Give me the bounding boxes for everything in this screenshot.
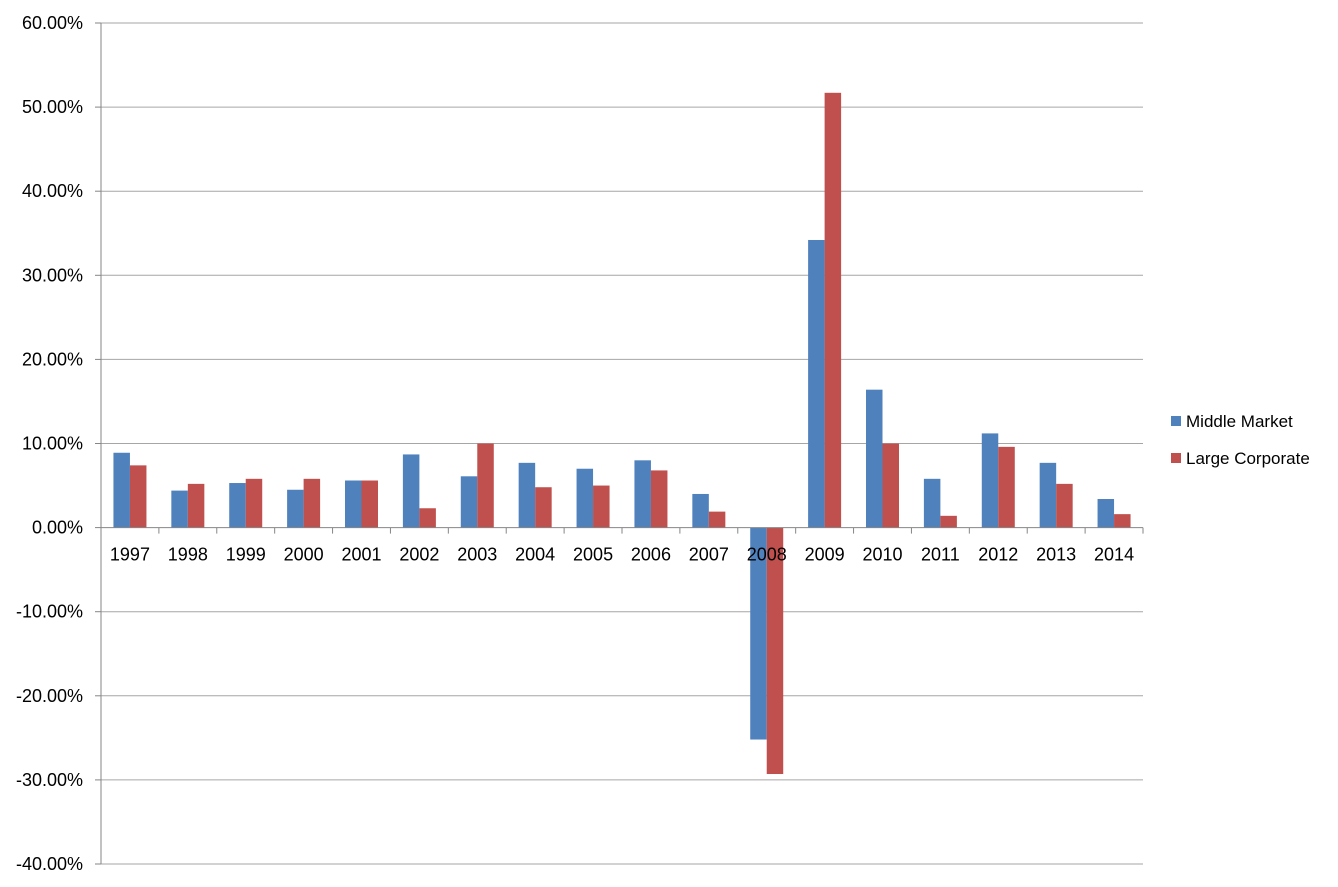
y-tick-label: 60.00% [22,13,83,33]
bar-middle-market-2013 [1039,462,1057,528]
y-tick-label: 30.00% [22,265,83,285]
y-tick-label: -40.00% [16,854,83,874]
y-tick-label: -10.00% [16,602,83,622]
y-tick-label: 10.00% [22,434,83,454]
x-tick-label: 2009 [805,545,845,565]
bar-large-corporate-2003 [477,443,494,528]
bar-large-corporate-2009 [824,92,842,528]
y-tick-label: 0.00% [32,518,83,538]
y-tick-label: 40.00% [22,181,83,201]
x-tick-label: 2014 [1094,545,1134,565]
bar-middle-market-1999 [229,483,246,528]
bar-large-corporate-1997 [129,465,147,528]
legend-label: Middle Market [1186,412,1293,431]
y-axis-tick-labels: 60.00% 50.00% 40.00% 30.00% 20.00% 10.00% 0.00… [16,13,83,874]
bar-large-corporate-1999 [245,478,263,528]
y-tick-label: 50.00% [22,97,83,117]
bar-large-corporate-2007 [708,511,726,528]
x-tick-label: 2003 [457,545,497,565]
y-tick-label: -30.00% [16,770,83,790]
bar-large-corporate-2008 [766,527,784,775]
bar-middle-market-2014 [1097,499,1115,528]
x-tick-label: 2011 [921,545,960,565]
bar-large-corporate-2010 [882,443,899,528]
x-tick-label: 2010 [862,545,902,565]
bar-middle-market-2006 [634,460,651,528]
bar-large-corporate-2000 [303,478,321,528]
x-tick-label: 1999 [226,545,266,565]
bar-middle-market-2009 [808,239,825,528]
bar-large-corporate-2014 [1114,514,1131,528]
x-tick-label: 2002 [399,545,439,565]
x-axis-tick-labels: 1997 1998 1999 2000 2001 2002 2003 2004 2005 2006… [110,545,1134,565]
bar-large-corporate-2001 [361,480,378,528]
legend: Middle Market Large Corporate [1171,412,1310,468]
bar-middle-market-1997 [113,452,130,528]
bar-middle-market-2011 [923,478,941,528]
x-tick-label: 2001 [341,545,381,565]
legend-swatch-large-corporate [1171,453,1181,463]
bar-middle-market-2003 [460,476,478,528]
bar-middle-market-2000 [287,489,304,528]
bar-middle-market-2007 [692,493,709,528]
bar-large-corporate-1998 [187,483,205,528]
bar-middle-market-2008 [750,527,767,740]
bar-large-corporate-2006 [650,470,668,528]
x-tick-label: 2007 [689,545,729,565]
x-tick-label: 1998 [168,545,208,565]
y-tick-label: -20.00% [16,686,83,706]
bar-middle-market-2002 [402,454,420,528]
x-tick-label: 2008 [747,545,787,565]
x-tick-label: 1997 [110,545,150,565]
x-tick-label: 2004 [515,545,555,565]
bar-large-corporate-2002 [419,508,436,528]
legend-swatch-middle-market [1171,416,1181,426]
bar-middle-market-2005 [576,468,594,528]
legend-label: Large Corporate [1186,449,1310,468]
x-tick-label: 2006 [631,545,671,565]
bars [113,92,1131,775]
bar-large-corporate-2005 [593,485,610,528]
y-tick-label: 20.00% [22,349,83,369]
x-tick-label: 2013 [1036,545,1076,565]
bar-middle-market-2004 [518,462,536,528]
bar-middle-market-2010 [866,389,883,528]
bar-large-corporate-2012 [998,446,1015,528]
bar-middle-market-2001 [345,480,362,528]
bar-large-corporate-2011 [940,515,957,528]
x-tick-label: 2005 [573,545,613,565]
bar-large-corporate-2004 [535,487,552,528]
x-tick-label: 2012 [978,545,1018,565]
bar-middle-market-1998 [171,490,188,528]
bar-middle-market-2012 [981,433,999,528]
gridlines [101,22,1143,865]
x-tick-label: 2000 [284,545,324,565]
bar-large-corporate-2013 [1056,483,1073,528]
axes [95,22,1144,865]
